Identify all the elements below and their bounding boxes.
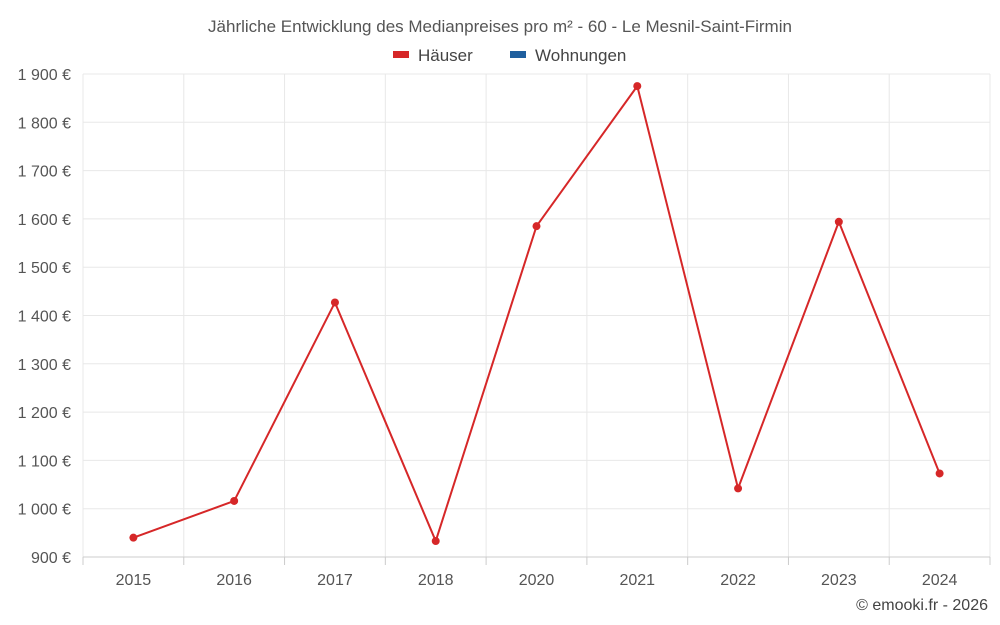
legend-swatch-1 [510,51,526,58]
data-point-2016[interactable] [230,496,239,505]
x-tick-label: 2016 [216,572,252,589]
axes [82,556,991,565]
data-point-2023[interactable] [834,217,843,226]
y-tick-label: 1 300 € [18,357,71,374]
y-tick-label: 1 100 € [18,453,71,470]
y-tick-label: 1 600 € [18,212,71,229]
x-tick-label: 2023 [821,572,857,589]
data-point-2018[interactable] [431,537,440,546]
x-tick-label: 2020 [519,572,555,589]
y-tick-label: 1 800 € [18,115,71,132]
x-axis-ticks: 2015 2016 2017 2018 2020 2021 2022 2023 2024 [116,572,958,589]
data-point-2017[interactable] [330,298,339,307]
data-point-2015[interactable] [129,533,138,542]
legend-swatch-0 [393,51,409,58]
x-tick-label: 2015 [116,572,152,589]
data-point-2024[interactable] [935,469,944,478]
legend-label-1: Wohnungen [535,46,626,65]
y-tick-label: 900 € [31,550,71,567]
x-gridlines [82,74,991,557]
data-point-2022[interactable] [734,484,743,493]
x-tick-label: 2017 [317,572,353,589]
x-tick-label: 2022 [720,572,756,589]
chart-title: Jährliche Entwicklung des Medianpreises … [208,17,792,36]
data-point-2021[interactable] [633,82,642,91]
y-axis-ticks: 900 € 1 000 € 1 100 € 1 200 € 1 300 € 1 400 €… [18,67,71,567]
x-tick-label: 2021 [619,572,655,589]
series-layer [129,82,944,546]
y-tick-label: 1 700 € [18,164,71,181]
y-tick-label: 1 900 € [18,67,71,84]
data-point-2020[interactable] [532,222,541,231]
legend-label-0: Häuser [418,46,473,65]
copyright-credit: © emooki.fr - 2026 [856,597,988,614]
y-tick-label: 1 200 € [18,405,71,422]
y-gridlines [83,73,990,558]
legend: Häuser Wohnungen [393,46,626,65]
x-tick-label: 2024 [922,572,958,589]
y-tick-label: 1 400 € [18,309,71,326]
series-line-0 [133,83,941,544]
y-tick-label: 1 500 € [18,260,71,277]
y-tick-label: 1 000 € [18,502,71,519]
x-tick-label: 2018 [418,572,454,589]
